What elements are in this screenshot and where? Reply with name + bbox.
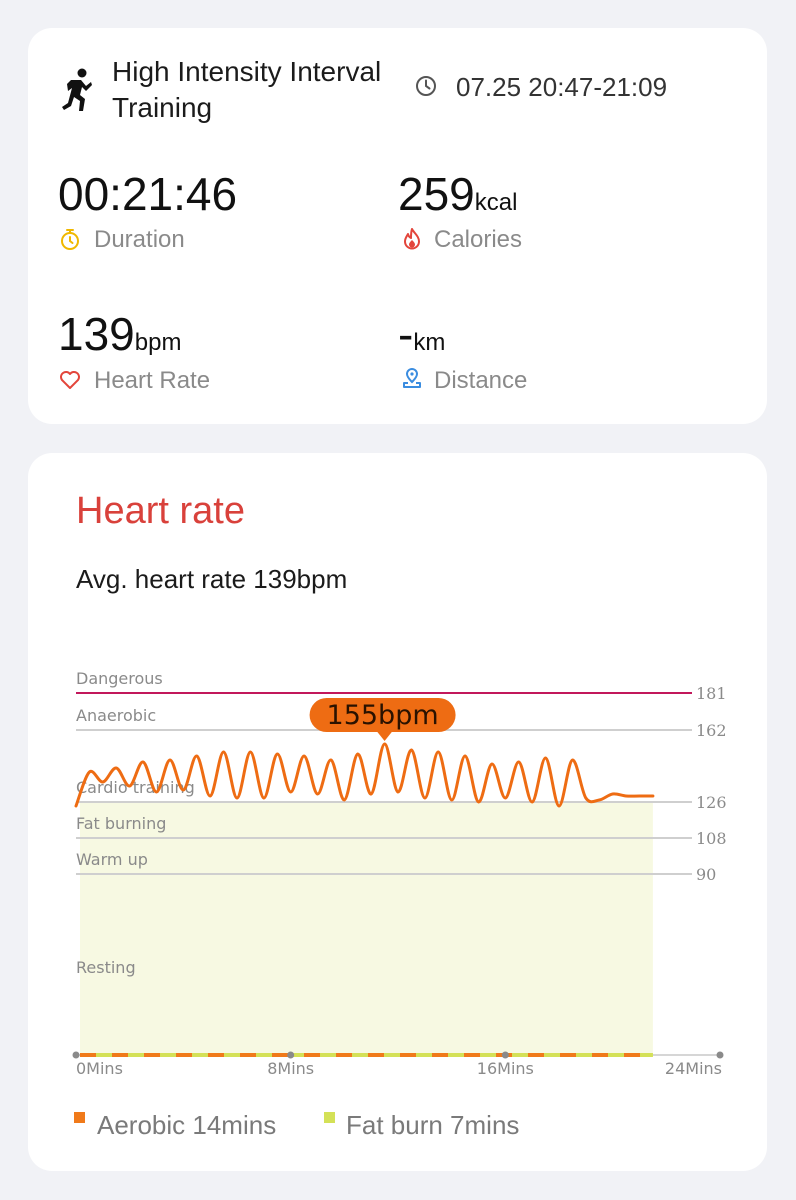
baseline-segment xyxy=(624,1053,640,1057)
baseline-segment xyxy=(208,1053,224,1057)
baseline-segment xyxy=(400,1053,416,1057)
zone-label-warm-up: Warm up xyxy=(76,850,148,869)
zone-label-dangerous: Dangerous xyxy=(76,669,163,688)
zone-threshold-126: 126 xyxy=(696,793,727,812)
workout-time-range: 07.25 20:47-21:09 xyxy=(456,72,668,102)
baseline-segment xyxy=(176,1053,192,1057)
baseline-segment xyxy=(96,1053,112,1057)
baseline-segment xyxy=(464,1053,480,1057)
heart-rate-chart: Dangerous Anaerobic Cardio training Fat … xyxy=(72,669,727,1078)
baseline-segment xyxy=(112,1053,128,1057)
x-tick-8mins: 8Mins xyxy=(267,1059,314,1078)
zone-label-fat-burning: Fat burning xyxy=(76,814,166,833)
zone-label-anaerobic: Anaerobic xyxy=(76,706,156,725)
distance-label: Distance xyxy=(434,367,528,394)
baseline-segment xyxy=(576,1053,592,1057)
heart-rate-series-line xyxy=(74,742,655,808)
baseline-segment xyxy=(560,1053,576,1057)
duration-label: Duration xyxy=(94,226,185,253)
baseline-segment xyxy=(368,1053,384,1057)
zone-threshold-90: 90 xyxy=(696,865,716,884)
zone-threshold-162: 162 xyxy=(696,721,727,740)
aerobic-legend-label: Aerobic 14mins xyxy=(97,1110,277,1140)
x-tick-24mins: 24Mins xyxy=(665,1059,722,1078)
peak-heart-rate-bubble[interactable]: 155bpm xyxy=(309,698,456,741)
average-heart-rate-text: Avg. heart rate 139bpm xyxy=(76,564,348,594)
baseline-segment xyxy=(192,1053,208,1057)
zone-label-cardio: Cardio training xyxy=(76,778,195,797)
baseline-segment xyxy=(304,1053,320,1057)
duration-value: 00:21:46 xyxy=(58,168,238,220)
fat-burn-legend-swatch xyxy=(324,1112,335,1123)
aerobic-area-fill xyxy=(80,802,653,1055)
baseline-segment xyxy=(144,1053,160,1057)
peak-bubble-pointer xyxy=(376,731,393,741)
baseline-segment xyxy=(528,1053,544,1057)
heart-rate-label: Heart Rate xyxy=(94,367,211,394)
x-tick-dot xyxy=(287,1051,295,1059)
baseline-segment xyxy=(432,1053,448,1057)
x-tick-0mins: 0Mins xyxy=(76,1059,123,1078)
baseline-segment xyxy=(384,1053,400,1057)
calories-value: 259kcal xyxy=(398,168,517,229)
x-tick-dot xyxy=(716,1051,724,1059)
location-pin-icon xyxy=(403,367,421,388)
fat-burn-legend-label: Fat burn 7mins xyxy=(346,1110,520,1140)
baseline-segment xyxy=(480,1053,496,1057)
distance-value: -km xyxy=(398,308,445,369)
peak-heart-rate-label: 155bpm xyxy=(327,700,439,731)
aerobic-legend-swatch xyxy=(74,1112,85,1123)
peak-bubble-background xyxy=(309,698,456,732)
hiit-runner-icon xyxy=(62,68,92,111)
flame-icon xyxy=(404,228,420,250)
baseline-segment xyxy=(592,1053,608,1057)
distance-number: - xyxy=(398,308,414,360)
zone-threshold-108: 108 xyxy=(696,829,727,848)
baseline-segment xyxy=(128,1053,144,1057)
heart-icon xyxy=(60,371,80,389)
heart-rate-card: Heart rate Avg. heart rate 139bpm Danger… xyxy=(28,453,767,1171)
baseline-segment xyxy=(272,1053,288,1057)
x-tick-16mins: 16Mins xyxy=(477,1059,534,1078)
x-tick-dot xyxy=(72,1051,80,1059)
baseline-segment xyxy=(288,1053,304,1057)
clock-icon xyxy=(416,76,436,96)
baseline-segment xyxy=(224,1053,240,1057)
baseline-segment xyxy=(256,1053,272,1057)
baseline-segment xyxy=(80,1053,96,1057)
distance-unit: km xyxy=(413,329,446,356)
baseline-segment xyxy=(448,1053,464,1057)
baseline-segment xyxy=(336,1053,352,1057)
x-tick-dot xyxy=(501,1051,509,1059)
heart-rate-number: 139 xyxy=(58,308,135,360)
workout-summary-card: High Intensity Interval Training 07.25 2… xyxy=(28,28,767,424)
baseline-segment xyxy=(512,1053,528,1057)
heart-rate-unit: bpm xyxy=(134,329,182,356)
baseline-segment xyxy=(160,1053,176,1057)
workout-title: High Intensity Interval Training xyxy=(112,56,382,123)
baseline-segment xyxy=(240,1053,256,1057)
stopwatch-icon xyxy=(61,229,79,250)
zone-threshold-181: 181 xyxy=(696,684,727,703)
baseline-segment xyxy=(416,1053,432,1057)
heart-rate-section-title: Heart rate xyxy=(76,490,245,532)
zone-duration-baseline xyxy=(80,1053,653,1057)
baseline-segment xyxy=(608,1053,624,1057)
zone-label-resting: Resting xyxy=(76,958,136,977)
calories-unit: kcal xyxy=(474,189,518,216)
baseline-segment xyxy=(320,1053,336,1057)
baseline-segment xyxy=(544,1053,560,1057)
baseline-segment xyxy=(352,1053,368,1057)
heart-rate-value: 139bpm xyxy=(58,308,181,369)
x-axis-tick-dots xyxy=(72,1051,724,1059)
calories-number: 259 xyxy=(398,168,475,220)
baseline-segment xyxy=(640,1053,653,1057)
calories-label: Calories xyxy=(434,226,523,253)
